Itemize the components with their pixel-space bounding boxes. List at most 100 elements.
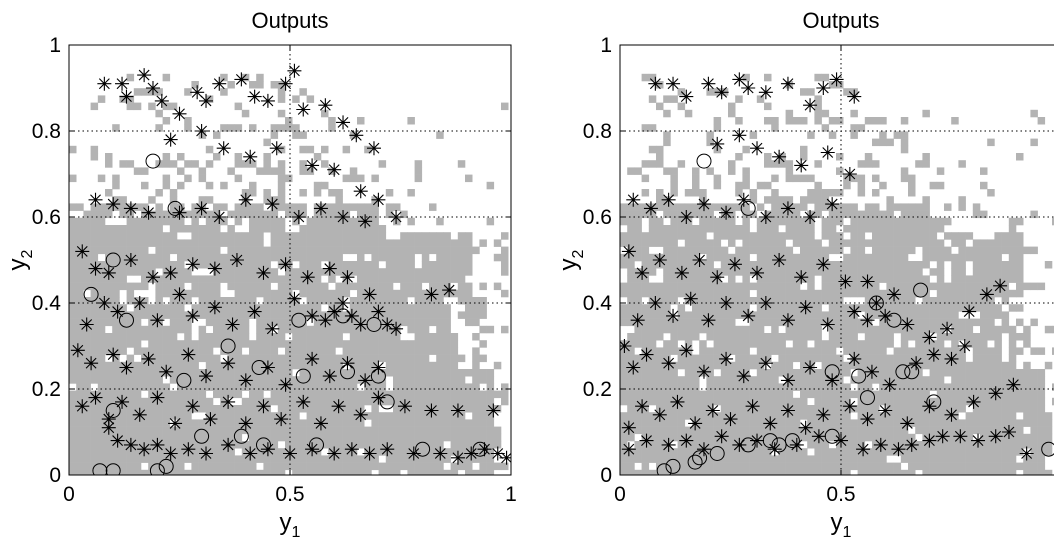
region-cell bbox=[436, 239, 444, 247]
region-cell bbox=[785, 354, 794, 363]
region-cell bbox=[133, 390, 142, 399]
region-cell bbox=[792, 232, 801, 240]
region-cell bbox=[620, 232, 628, 240]
region-cell bbox=[299, 261, 307, 269]
region-cell bbox=[493, 433, 502, 442]
region-cell bbox=[141, 217, 149, 226]
region-cell bbox=[227, 376, 235, 384]
region-cell bbox=[836, 462, 844, 471]
region-cell bbox=[299, 210, 307, 219]
region-cell bbox=[677, 311, 686, 319]
region-cell bbox=[872, 376, 880, 384]
region-cell bbox=[457, 376, 466, 384]
region-cell bbox=[148, 210, 156, 219]
region-cell bbox=[807, 304, 815, 312]
region-cell bbox=[465, 397, 473, 406]
region-cell bbox=[335, 225, 343, 233]
region-cell bbox=[641, 239, 650, 247]
region-cell bbox=[371, 340, 379, 348]
region-cell bbox=[1030, 383, 1038, 391]
asterisk-point bbox=[825, 373, 840, 388]
region-cell bbox=[313, 383, 322, 391]
region-cell bbox=[670, 361, 678, 370]
region-cell bbox=[1016, 462, 1024, 471]
region-cell bbox=[263, 376, 271, 384]
asterisk-point bbox=[652, 407, 667, 422]
region-cell bbox=[980, 325, 988, 334]
asterisk-point bbox=[679, 433, 694, 448]
region-cell bbox=[90, 448, 99, 456]
region-cell bbox=[1001, 369, 1010, 377]
region-cell bbox=[457, 383, 466, 391]
region-cell bbox=[457, 433, 466, 442]
region-cell bbox=[908, 376, 916, 384]
region-cell bbox=[864, 369, 873, 377]
region-cell bbox=[321, 383, 329, 391]
region-cell bbox=[83, 390, 91, 399]
region-cell bbox=[393, 376, 401, 384]
region-cell bbox=[908, 304, 916, 312]
region-cell bbox=[800, 88, 808, 96]
region-cell bbox=[443, 448, 451, 456]
region-cell bbox=[385, 203, 394, 211]
region-cell bbox=[864, 203, 873, 211]
region-cell bbox=[951, 369, 959, 377]
region-cell bbox=[958, 253, 966, 262]
region-cell bbox=[249, 448, 257, 456]
region-cell bbox=[742, 217, 750, 226]
region-cell bbox=[900, 297, 909, 305]
region-cell bbox=[141, 225, 149, 233]
region-cell bbox=[828, 246, 837, 255]
region-cell bbox=[119, 433, 127, 442]
region-cell bbox=[400, 397, 408, 406]
region-cell bbox=[785, 347, 794, 355]
region-cell bbox=[241, 253, 250, 262]
region-cell bbox=[371, 361, 379, 370]
region-cell bbox=[205, 282, 214, 291]
region-cell bbox=[169, 297, 178, 305]
region-cell bbox=[965, 246, 974, 255]
region-cell bbox=[119, 390, 127, 399]
region-cell bbox=[843, 304, 851, 312]
region-cell bbox=[785, 419, 794, 427]
region-cell bbox=[349, 376, 358, 384]
region-cell bbox=[292, 347, 300, 355]
region-cell bbox=[1016, 275, 1024, 283]
region-cell bbox=[785, 311, 794, 319]
region-cell bbox=[980, 318, 988, 327]
region-cell bbox=[785, 261, 794, 269]
region-cell bbox=[83, 253, 91, 262]
region-cell bbox=[349, 390, 358, 399]
region-cell bbox=[119, 325, 127, 334]
region-cell bbox=[479, 325, 487, 334]
region-cell bbox=[922, 318, 930, 327]
region-cell bbox=[814, 455, 822, 463]
region-cell bbox=[465, 311, 473, 319]
region-cell bbox=[663, 261, 671, 269]
region-cell bbox=[436, 412, 444, 420]
region-cell bbox=[313, 318, 322, 327]
region-cell bbox=[414, 369, 423, 377]
region-cell bbox=[69, 448, 77, 456]
region-cell bbox=[313, 441, 322, 449]
asterisk-point bbox=[993, 278, 1008, 293]
region-cell bbox=[241, 397, 250, 406]
region-cell bbox=[850, 426, 858, 435]
region-cell bbox=[263, 318, 271, 327]
region-cell bbox=[299, 469, 307, 475]
region-cell bbox=[634, 469, 642, 475]
region-cell bbox=[205, 448, 214, 456]
region-cell bbox=[634, 325, 642, 334]
region-cell bbox=[141, 347, 149, 355]
region-cell bbox=[980, 455, 988, 463]
region-cell bbox=[728, 275, 736, 283]
asterisk-point bbox=[442, 283, 457, 298]
region-cell bbox=[879, 131, 887, 139]
region-cell bbox=[450, 246, 459, 255]
circle-point bbox=[740, 200, 756, 216]
region-cell bbox=[177, 397, 185, 406]
region-cell bbox=[641, 174, 650, 183]
region-cell bbox=[486, 455, 495, 463]
region-cell bbox=[692, 333, 700, 341]
region-cell bbox=[670, 340, 678, 348]
